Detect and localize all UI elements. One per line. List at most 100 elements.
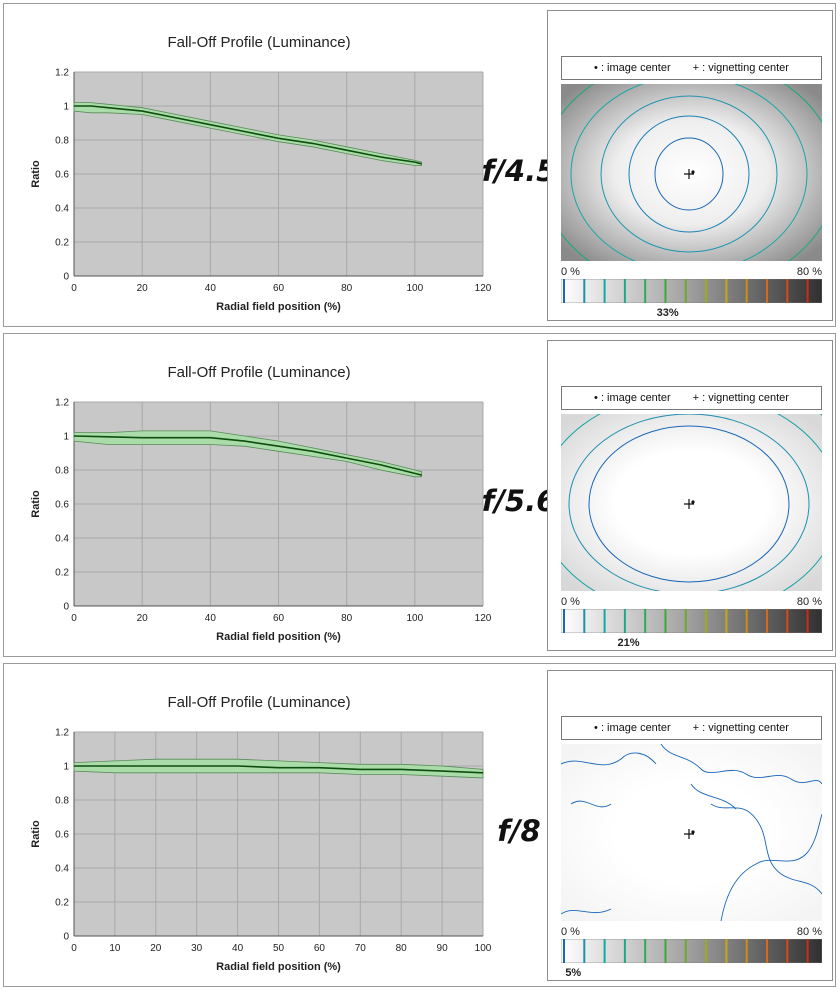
chart-title: Fall-Off Profile (Luminance) xyxy=(167,34,351,51)
center-legend: • : image center + : vignetting center xyxy=(561,386,822,410)
x-tick-label: 40 xyxy=(205,283,217,294)
image-center-marker xyxy=(691,830,695,834)
contour-color-scale xyxy=(561,279,822,303)
contour-line xyxy=(570,84,808,261)
x-tick-label: 80 xyxy=(341,283,353,294)
ratio-line xyxy=(73,435,422,476)
scale-value-label: 5% xyxy=(565,967,582,979)
vignetting-map-panel: • : image center + : vignetting center 0 %… xyxy=(547,670,833,981)
y-tick-label: 0.4 xyxy=(55,534,69,545)
y-axis-title: Ratio xyxy=(30,490,42,518)
x-tick-label: 70 xyxy=(355,943,367,954)
legend-vignetting-center: + : vignetting center xyxy=(692,722,789,734)
x-tick-label: 30 xyxy=(191,943,203,954)
vignetting-map-panel: • : image center + : vignetting center 0 %… xyxy=(547,340,833,651)
fstop-label: f/8 xyxy=(497,814,541,848)
profile-panel: Fall-Off Profile (Luminance) 0 20 40 60 80 100… xyxy=(3,333,836,657)
y-tick-label: 0.2 xyxy=(55,898,69,909)
vignetting-center-marker xyxy=(684,499,694,509)
y-tick-label: 1 xyxy=(63,762,69,773)
y-tick-label: 0.6 xyxy=(55,170,69,181)
x-tick-label: 60 xyxy=(273,613,285,624)
y-tick-label: 0.6 xyxy=(55,500,69,511)
fstop-label: f/4.5 xyxy=(481,154,557,188)
x-tick-label: 60 xyxy=(273,283,285,294)
ratio-line xyxy=(74,765,484,774)
x-tick-label: 0 xyxy=(71,283,77,294)
contour-line xyxy=(570,783,737,810)
y-tick-label: 0.2 xyxy=(55,568,69,579)
x-axis-title: Radial field position (%) xyxy=(216,301,341,313)
fstop-label: f/5.6 xyxy=(481,484,557,518)
contour-line xyxy=(654,137,724,211)
image-center-marker xyxy=(691,500,695,504)
y-tick-label: 0.2 xyxy=(55,238,69,249)
y-tick-label: 1 xyxy=(63,102,69,113)
scale-value-label: 33% xyxy=(656,307,679,319)
x-tick-label: 10 xyxy=(109,943,121,954)
y-tick-label: 0.6 xyxy=(55,830,69,841)
contour-color-scale xyxy=(561,939,822,963)
falloff-chart: 0 20 40 60 80 100 120 0 0.2 0.4 0.6 0.8 1 1.2 Radial f… xyxy=(30,398,492,644)
contour-line xyxy=(628,115,750,233)
x-tick-label: 100 xyxy=(406,613,423,624)
scale-min-label: 0 % xyxy=(561,266,580,278)
chart-title: Fall-Off Profile (Luminance) xyxy=(167,694,351,711)
contour-line xyxy=(561,744,822,785)
scale-min-label: 0 % xyxy=(561,926,580,938)
y-tick-label: 0.4 xyxy=(55,864,69,875)
y-tick-label: 0.8 xyxy=(55,466,69,477)
x-tick-label: 40 xyxy=(205,613,217,624)
contour-line xyxy=(588,425,790,583)
contour-line xyxy=(561,813,822,921)
x-tick-label: 20 xyxy=(150,943,162,954)
vignetting-contour-map xyxy=(561,84,822,261)
y-tick-label: 0.8 xyxy=(55,796,69,807)
x-tick-label: 20 xyxy=(137,283,149,294)
profile-panel: Fall-Off Profile (Luminance) 0 10 20 30 40 50 6… xyxy=(3,663,836,987)
x-tick-label: 0 xyxy=(71,943,77,954)
legend-image-center: • : image center xyxy=(594,62,671,74)
contour-line xyxy=(568,414,810,591)
profile-panel: Fall-Off Profile (Luminance) 0 20 40 60 80 1 0 0… xyxy=(3,3,836,327)
ratio-range-band xyxy=(73,102,422,166)
center-legend: • : image center + : vignetting center xyxy=(561,56,822,80)
falloff-chart: 0 10 20 30 40 50 60 70 80 90 100 0 0.2 0.4 0.6 0.8 1 1.2 R… xyxy=(30,728,492,974)
y-tick-label: 0.8 xyxy=(55,136,69,147)
scale-max-label: 80 % xyxy=(796,596,822,608)
ratio-range-band xyxy=(73,430,422,478)
y-tick-label: 0.4 xyxy=(55,204,69,215)
vignetting-map-panel: • : image center + : vignetting center 0 %… xyxy=(547,10,833,321)
x-axis-title: Radial field position (%) xyxy=(216,961,341,973)
y-tick-label: 1.2 xyxy=(55,728,69,739)
ratio-line xyxy=(74,105,422,165)
x-tick-label: 90 xyxy=(437,943,449,954)
ratio-range-band xyxy=(73,758,484,779)
y-tick-label: 1.2 xyxy=(55,398,69,409)
legend-vignetting-center: + : vignetting center xyxy=(692,62,789,74)
vignetting-center-marker xyxy=(684,829,694,839)
y-tick-label: 0 xyxy=(63,932,69,943)
contour-line xyxy=(600,95,778,253)
x-tick-label: 20 xyxy=(137,613,149,624)
x-tick-label: 40 xyxy=(232,943,244,954)
scale-bar xyxy=(561,939,822,963)
x-tick-label: 120 xyxy=(475,283,492,294)
scale-bar xyxy=(561,279,822,303)
y-tick-label: 1.2 xyxy=(55,68,69,79)
x-tick-label: 100 xyxy=(475,943,492,954)
vignetting-contour-map xyxy=(561,744,822,921)
x-tick-label: 50 xyxy=(273,943,285,954)
chart-title: Fall-Off Profile (Luminance) xyxy=(167,364,351,381)
y-tick-label: 0 xyxy=(63,272,69,283)
legend-vignetting-center: + : vignetting center xyxy=(692,392,789,404)
x-tick-label: 0 xyxy=(71,613,77,624)
falloff-chart: 0 20 40 60 80 100 120 0 0.2 0.4 0.6 0.8 1 1.2 Radial f… xyxy=(30,68,492,314)
y-axis-title: Ratio xyxy=(30,160,42,188)
scale-bar xyxy=(561,609,822,633)
scale-value-label: 21% xyxy=(617,637,640,649)
y-tick-label: 0 xyxy=(63,602,69,613)
x-tick-label: 120 xyxy=(475,613,492,624)
vignetting-contour-map xyxy=(561,414,822,591)
y-axis-title: Ratio xyxy=(30,820,42,848)
